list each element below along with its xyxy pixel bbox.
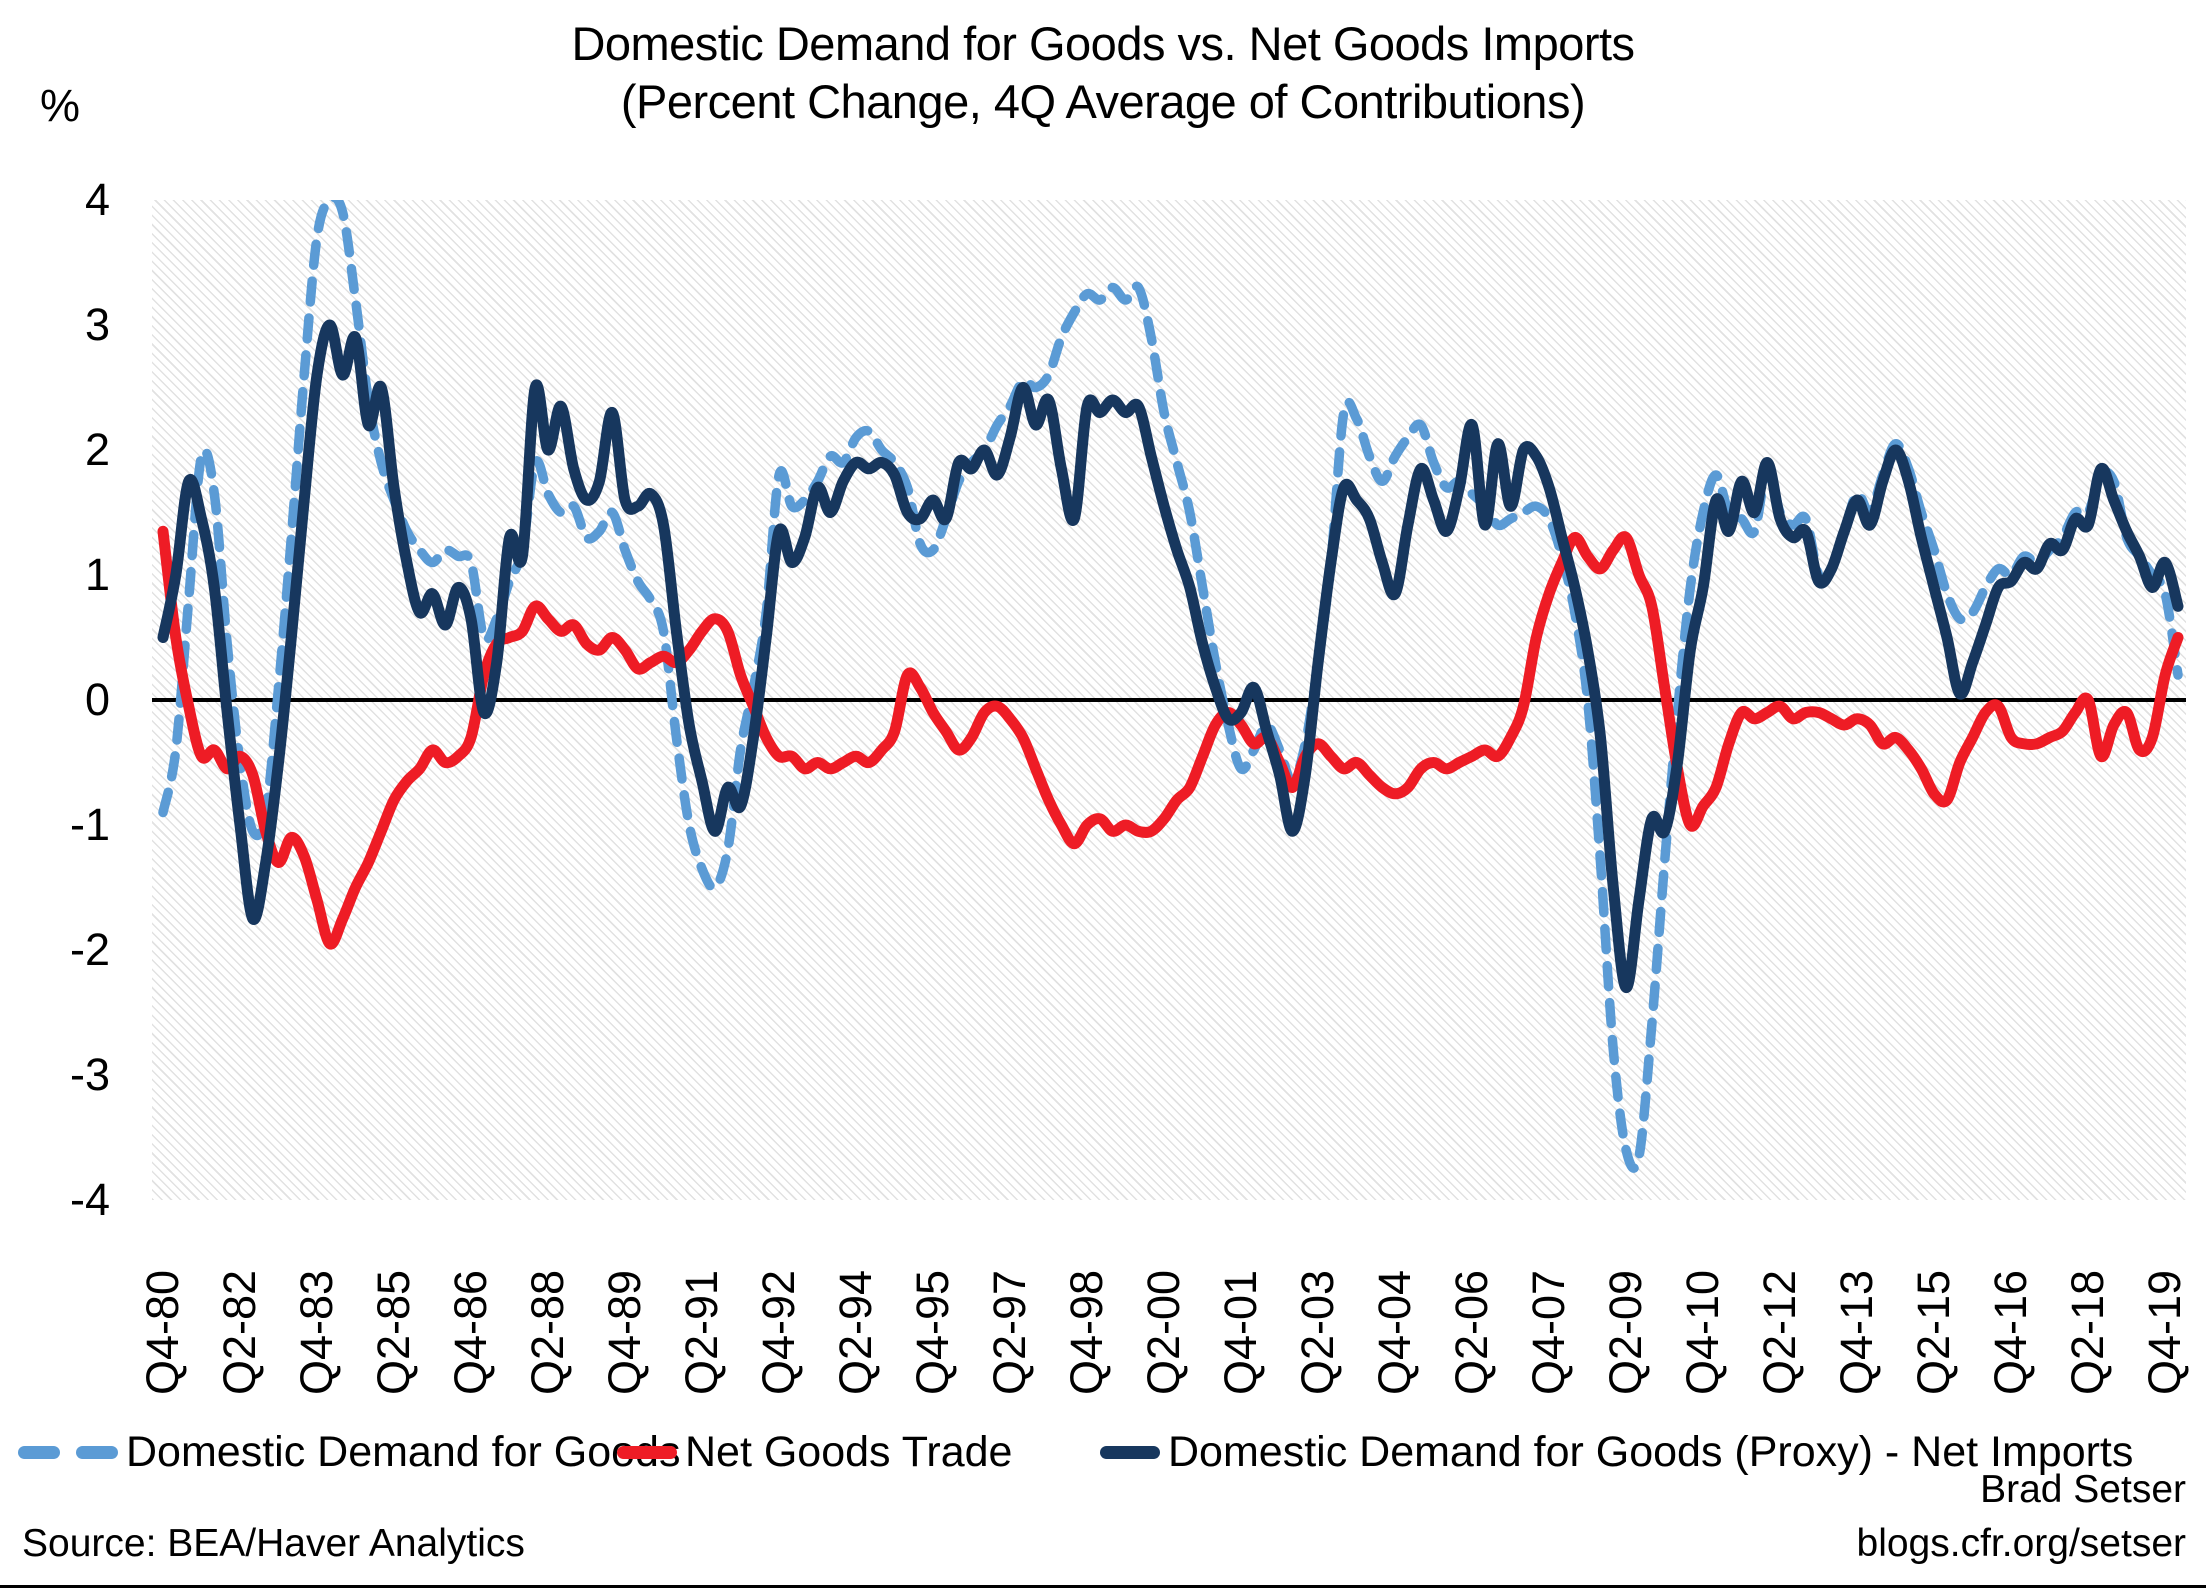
- legend-label-net-goods-trade: Net Goods Trade: [685, 1427, 1013, 1476]
- chart-title-line2: (Percent Change, 4Q Average of Contribut…: [620, 75, 1586, 128]
- x-tick-label: Q4-13: [1831, 1269, 1883, 1395]
- x-tick-label: Q2-94: [830, 1269, 882, 1395]
- y-tick-label: 4: [84, 174, 110, 225]
- y-tick-label: -1: [69, 799, 110, 850]
- series-proxy-net-imports-line: [157, 319, 2184, 994]
- legend-item-domestic-demand: Domestic Demand for Goods: [18, 1428, 680, 1476]
- x-tick-label: Q2-12: [1754, 1269, 1806, 1395]
- x-tick-label: Q4-01: [1215, 1269, 1267, 1395]
- x-tick-label: Q2-88: [522, 1269, 574, 1395]
- plot-area: [152, 200, 2186, 1200]
- x-tick-label: Q2-06: [1446, 1269, 1498, 1395]
- y-tick-label: 0: [84, 674, 110, 725]
- x-tick-label: Q4-92: [753, 1269, 805, 1395]
- x-tick-label: Q4-07: [1523, 1269, 1575, 1395]
- legend-item-proxy: Domestic Demand for Goods (Proxy) - Net …: [1100, 1428, 2133, 1476]
- x-tick-label: Q4-95: [907, 1269, 959, 1395]
- bottom-divider: [0, 1585, 2206, 1588]
- y-tick-label: -3: [69, 1049, 110, 1100]
- dashed-line-swatch-icon: [18, 1445, 118, 1459]
- x-tick-label: Q2-18: [2062, 1269, 2114, 1395]
- y-axis-unit-label: %: [40, 80, 81, 131]
- series-domestic-demand-line: [158, 200, 2183, 1173]
- y-tick-label: 1: [84, 549, 110, 600]
- x-tick-label: Q2-82: [214, 1269, 265, 1395]
- x-tick-label: Q4-83: [291, 1269, 342, 1395]
- x-tick-label: Q4-04: [1369, 1269, 1421, 1395]
- x-tick-label: Q2-85: [368, 1269, 420, 1395]
- x-tick-label: Q2-03: [1292, 1269, 1344, 1395]
- blog-url: blogs.cfr.org/setser: [1856, 1522, 2186, 1565]
- x-tick-label: Q4-89: [599, 1269, 651, 1395]
- y-tick-label: 2: [84, 424, 110, 475]
- x-tick-label: Q4-19: [2139, 1269, 2191, 1395]
- x-tick-label: Q2-15: [1908, 1269, 1960, 1395]
- legend-item-net-goods-trade: Net Goods Trade: [617, 1428, 1012, 1476]
- chart-title-line1: Domestic Demand for Goods vs. Net Goods …: [571, 17, 1635, 70]
- line-chart-canvas: [152, 200, 2186, 1173]
- author-credit: Brad Setser: [1980, 1468, 2186, 1511]
- x-tick-label: Q4-80: [137, 1269, 188, 1395]
- legend-label-proxy: Domestic Demand for Goods (Proxy) - Net …: [1168, 1427, 2134, 1476]
- x-tick-label: Q4-86: [445, 1269, 497, 1395]
- legend-label-domestic-demand: Domestic Demand for Goods: [126, 1427, 681, 1476]
- y-tick-label: 3: [84, 299, 110, 350]
- x-tick-label: Q2-97: [984, 1269, 1036, 1395]
- x-tick-label: Q2-91: [676, 1269, 728, 1395]
- x-tick-label: Q4-16: [1985, 1269, 2037, 1395]
- source-note: Source: BEA/Haver Analytics: [22, 1522, 525, 1565]
- x-tick-label: Q2-00: [1138, 1269, 1190, 1395]
- y-tick-label: -2: [69, 924, 110, 975]
- x-tick-label: Q2-09: [1600, 1269, 1652, 1395]
- navy-line-swatch-icon: [1100, 1445, 1160, 1459]
- y-tick-label: -4: [69, 1174, 110, 1225]
- x-tick-label: Q4-10: [1677, 1269, 1729, 1395]
- red-line-swatch-icon: [617, 1445, 677, 1459]
- x-tick-label: Q4-98: [1061, 1269, 1113, 1395]
